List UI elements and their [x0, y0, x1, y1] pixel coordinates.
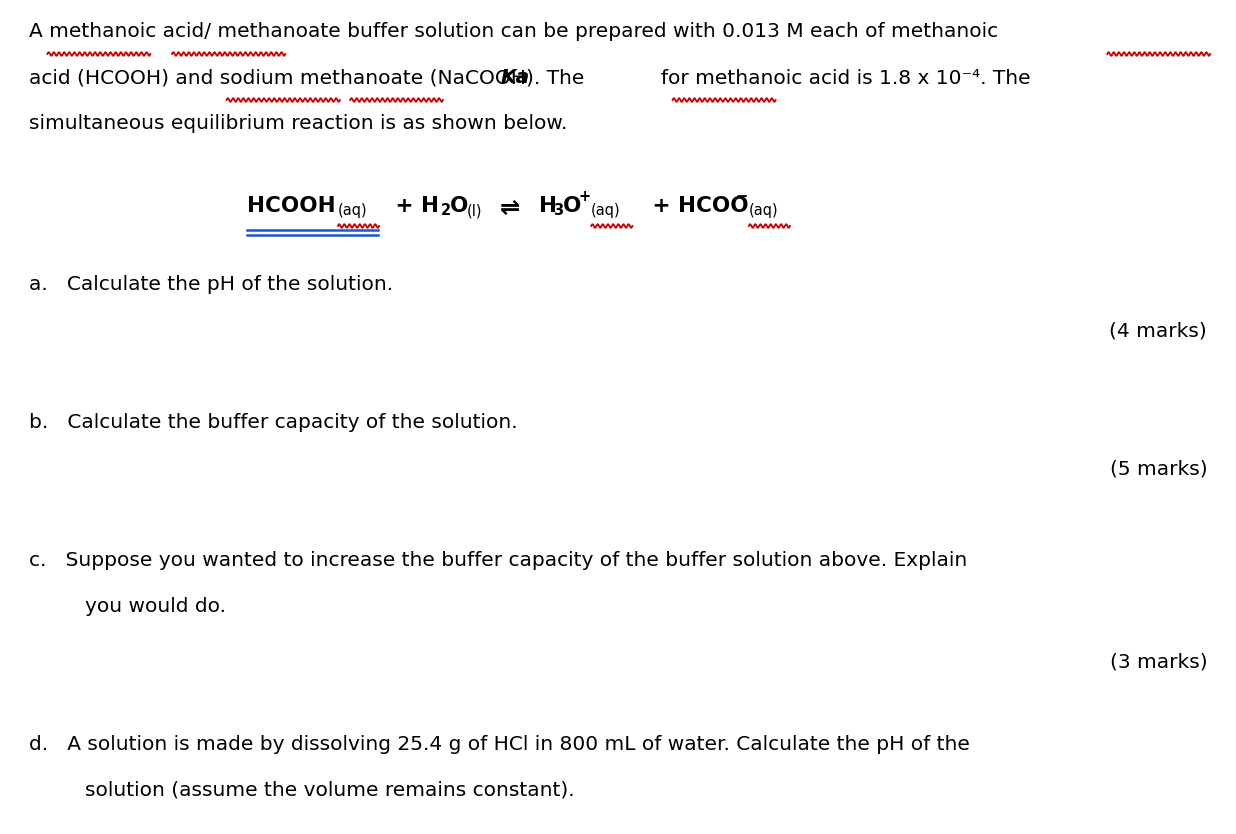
Text: (5 marks): (5 marks)	[1110, 459, 1208, 478]
Text: you would do.: you would do.	[85, 597, 226, 616]
Text: A methanoic acid/ methanoate buffer solution can be prepared with 0.013 M each o: A methanoic acid/ methanoate buffer solu…	[28, 22, 997, 41]
Text: solution (assume the volume remains constant).: solution (assume the volume remains cons…	[85, 781, 575, 800]
Text: −: −	[735, 189, 748, 204]
Text: (l): (l)	[467, 203, 482, 218]
Text: c.   Suppose you wanted to increase the buffer capacity of the buffer solution a: c. Suppose you wanted to increase the bu…	[28, 551, 967, 570]
Text: acid (HCOOH) and sodium methanoate (NaCOOH). The            for methanoic acid i: acid (HCOOH) and sodium methanoate (NaCO…	[28, 68, 1031, 87]
Text: (3 marks): (3 marks)	[1110, 652, 1208, 671]
Text: (aq): (aq)	[591, 203, 620, 218]
Text: + H: + H	[388, 196, 439, 216]
Text: (aq): (aq)	[749, 203, 779, 218]
Text: (4 marks): (4 marks)	[1110, 321, 1208, 340]
Text: O: O	[562, 196, 581, 216]
Text: Ka: Ka	[501, 68, 530, 87]
Text: ⇌: ⇌	[499, 196, 520, 220]
Text: HCOOH: HCOOH	[247, 196, 336, 216]
Text: a.   Calculate the pH of the solution.: a. Calculate the pH of the solution.	[28, 275, 393, 294]
Text: O: O	[450, 196, 468, 216]
Text: simultaneous equilibrium reaction is as shown below.: simultaneous equilibrium reaction is as …	[28, 114, 567, 133]
Text: (aq): (aq)	[337, 203, 367, 218]
Text: + HCOO: + HCOO	[645, 196, 749, 216]
Text: d.   A solution is made by dissolving 25.4 g of HCl in 800 mL of water. Calculat: d. A solution is made by dissolving 25.4…	[28, 735, 970, 754]
Text: H: H	[539, 196, 556, 216]
Text: 3: 3	[554, 203, 564, 218]
Text: b.   Calculate the buffer capacity of the solution.: b. Calculate the buffer capacity of the …	[28, 413, 518, 432]
Text: 2: 2	[441, 203, 451, 218]
Text: +: +	[578, 189, 591, 204]
